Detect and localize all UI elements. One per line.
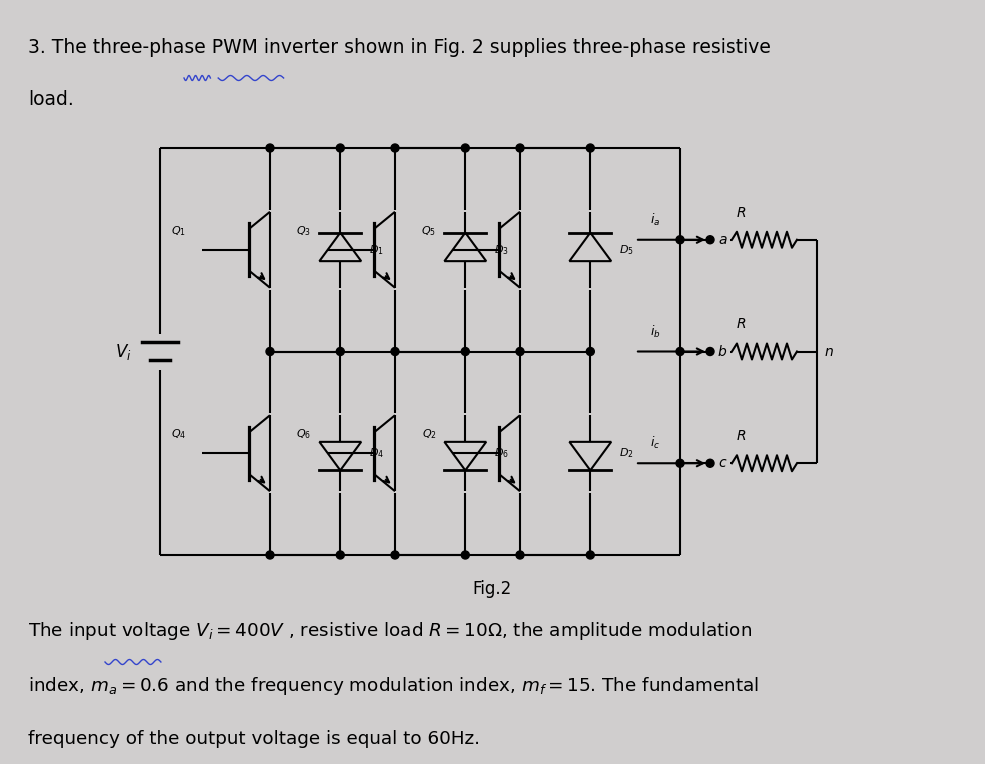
Text: a: a	[718, 233, 727, 247]
Text: $D_2$: $D_2$	[619, 446, 633, 460]
Circle shape	[676, 348, 684, 355]
Circle shape	[516, 348, 524, 355]
Circle shape	[336, 348, 345, 355]
Text: R: R	[737, 429, 747, 443]
Circle shape	[391, 144, 399, 152]
Circle shape	[516, 144, 524, 152]
Circle shape	[461, 144, 469, 152]
Circle shape	[516, 551, 524, 559]
Text: 3. The three-phase PWM inverter shown in Fig. 2 supplies three-phase resistive: 3. The three-phase PWM inverter shown in…	[28, 38, 771, 57]
Circle shape	[336, 551, 345, 559]
Circle shape	[586, 348, 594, 355]
Circle shape	[336, 144, 345, 152]
Text: $D_5$: $D_5$	[619, 243, 633, 257]
Text: b: b	[718, 345, 727, 358]
Text: $V_i$: $V_i$	[115, 342, 132, 361]
Text: load.: load.	[28, 90, 74, 109]
Circle shape	[391, 551, 399, 559]
Text: $D_6$: $D_6$	[493, 446, 508, 460]
Circle shape	[586, 144, 594, 152]
Text: $D_1$: $D_1$	[368, 243, 383, 257]
Text: $i_b$: $i_b$	[650, 323, 661, 339]
Text: R: R	[737, 206, 747, 220]
Circle shape	[461, 551, 469, 559]
Text: $i_a$: $i_a$	[650, 212, 660, 228]
Text: Fig.2: Fig.2	[473, 580, 512, 598]
Text: $Q_2$: $Q_2$	[422, 427, 436, 441]
Text: c: c	[718, 456, 726, 471]
Text: $Q_1$: $Q_1$	[171, 224, 186, 238]
Circle shape	[706, 348, 714, 355]
Text: frequency of the output voltage is equal to 60Hz.: frequency of the output voltage is equal…	[28, 730, 480, 748]
Text: $D_4$: $D_4$	[368, 446, 384, 460]
Text: R: R	[737, 318, 747, 332]
Text: $i_c$: $i_c$	[650, 435, 660, 452]
Text: index, $m_a = 0.6$ and the frequency modulation index, $m_f = 15$. The fundament: index, $m_a = 0.6$ and the frequency mod…	[28, 675, 759, 697]
Circle shape	[706, 459, 714, 468]
Circle shape	[676, 459, 684, 468]
Text: n: n	[825, 345, 833, 358]
Text: $Q_3$: $Q_3$	[296, 224, 311, 238]
Circle shape	[266, 348, 274, 355]
Circle shape	[461, 348, 469, 355]
Circle shape	[391, 348, 399, 355]
Text: The input voltage $V_i = 400V$ , resistive load $R = 10\Omega$, the amplitude mo: The input voltage $V_i = 400V$ , resisti…	[28, 620, 752, 642]
Circle shape	[676, 236, 684, 244]
Circle shape	[586, 551, 594, 559]
Text: $Q_5$: $Q_5$	[422, 224, 436, 238]
Text: $Q_4$: $Q_4$	[171, 427, 186, 441]
Text: $D_3$: $D_3$	[493, 243, 508, 257]
Circle shape	[706, 236, 714, 244]
Circle shape	[266, 144, 274, 152]
Text: $Q_6$: $Q_6$	[296, 427, 311, 441]
Circle shape	[266, 551, 274, 559]
